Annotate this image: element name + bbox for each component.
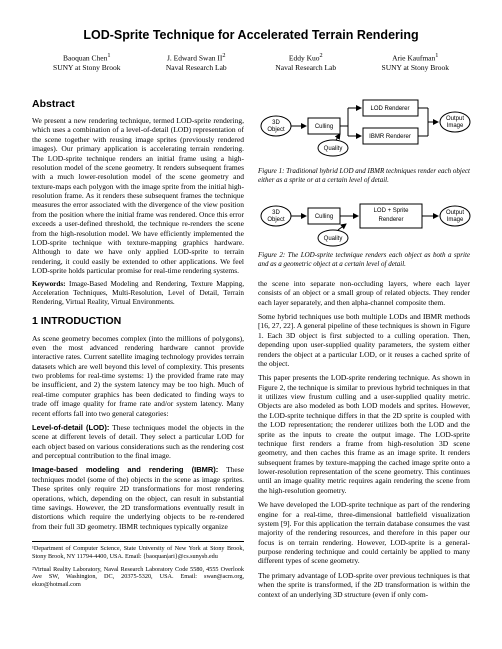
- svg-text:Image: Image: [447, 217, 464, 223]
- author-aff: Naval Research Lab: [166, 63, 227, 72]
- svg-text:Culling: Culling: [315, 214, 333, 220]
- right-para-4: We have developed the LOD-sprite techniq…: [258, 500, 470, 566]
- figure-1-diagram: 3DObject Culling Quality LOD Renderer IB…: [258, 90, 473, 165]
- author-name: Baoquan Chen: [63, 53, 107, 62]
- left-column: Abstract We present a new rendering tech…: [32, 90, 244, 604]
- right-column: 3DObject Culling Quality LOD Renderer IB…: [258, 90, 470, 604]
- lod-para: Level-of-detail (LOD): These techniques …: [32, 423, 244, 461]
- paper-title: LOD-Sprite Technique for Accelerated Ter…: [32, 28, 470, 44]
- author-block: Arie Kaufman1 SUNY at Stony Brook: [361, 52, 471, 72]
- author-aff: SUNY at Stony Brook: [53, 63, 120, 72]
- right-para-2: Some hybrid techniques use both multiple…: [258, 312, 470, 368]
- section-1-heading: 1 INTRODUCTION: [32, 315, 244, 328]
- author-name: Arie Kaufman: [392, 53, 435, 62]
- author-block: Baoquan Chen1 SUNY at Stony Brook: [32, 52, 142, 72]
- keywords: Keywords: Image-Based Modeling and Rende…: [32, 280, 244, 307]
- svg-text:IBMR Renderer: IBMR Renderer: [369, 134, 411, 140]
- abstract-text: We present a new rendering technique, te…: [32, 116, 244, 275]
- svg-text:LOD Renderer: LOD Renderer: [370, 106, 409, 112]
- right-para-5: The primary advantage of LOD-sprite over…: [258, 571, 470, 599]
- footnote-1: ¹Department of Computer Science, State U…: [32, 545, 244, 561]
- footnotes: ¹Department of Computer Science, State U…: [32, 541, 244, 589]
- authors-row: Baoquan Chen1 SUNY at Stony Brook J. Edw…: [32, 52, 470, 72]
- svg-text:Output: Output: [446, 210, 464, 216]
- intro-para-1: As scene geometry becomes complex (into …: [32, 334, 244, 418]
- svg-text:Object: Object: [267, 127, 285, 133]
- ibmr-subhead: Image-based modeling and rendering (IBMR…: [32, 465, 218, 474]
- author-aff: SUNY at Stony Brook: [382, 63, 449, 72]
- svg-text:Quality: Quality: [324, 236, 343, 242]
- author-name: Eddy Kuo: [289, 53, 320, 62]
- abstract-heading: Abstract: [32, 98, 244, 111]
- right-para-1: the scene into separate non-occluding la…: [258, 279, 470, 307]
- figure-2-caption: Figure 2: The LOD-sprite technique rende…: [258, 251, 470, 269]
- svg-text:Culling: Culling: [315, 124, 333, 130]
- figure-1-caption: Figure 1: Traditional hybrid LOD and IBM…: [258, 167, 470, 185]
- author-aff: Naval Research Lab: [275, 63, 336, 72]
- right-para-3: This paper presents the LOD-sprite rende…: [258, 373, 470, 495]
- footnote-2: ²Virtual Reality Laboratory, Naval Resea…: [32, 566, 244, 589]
- svg-text:Quality: Quality: [324, 146, 343, 152]
- svg-text:Output: Output: [446, 116, 464, 122]
- lod-subhead: Level-of-detail (LOD):: [32, 423, 109, 432]
- svg-text:3D: 3D: [272, 210, 280, 216]
- author-name: J. Edward Swan II: [167, 53, 222, 62]
- author-block: Eddy Kuo2 Naval Research Lab: [251, 52, 361, 72]
- figure-2-diagram: 3DObject Culling Quality LOD + Sprite Re…: [258, 194, 473, 249]
- svg-text:3D: 3D: [272, 120, 280, 126]
- svg-text:Image: Image: [447, 123, 464, 129]
- ibmr-para: Image-based modeling and rendering (IBMR…: [32, 465, 244, 531]
- svg-text:LOD + Sprite: LOD + Sprite: [374, 208, 410, 214]
- svg-text:Object: Object: [267, 217, 285, 223]
- author-block: J. Edward Swan II2 Naval Research Lab: [142, 52, 252, 72]
- svg-text:Renderer: Renderer: [378, 217, 403, 223]
